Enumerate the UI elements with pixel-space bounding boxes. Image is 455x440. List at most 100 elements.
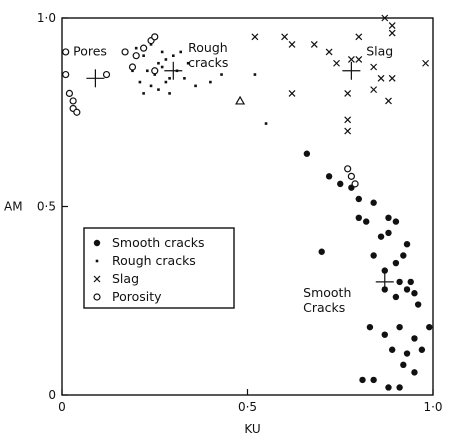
smooth-cracks-point	[363, 218, 370, 225]
marker-shape	[351, 180, 359, 188]
marker-shape	[73, 108, 81, 116]
slag-point	[347, 56, 355, 63]
marker-shape	[385, 384, 392, 391]
legend-label: Slag	[112, 271, 139, 286]
marker-shape	[333, 59, 340, 67]
x-axis-label: KU	[244, 422, 260, 436]
marker-shape	[303, 150, 311, 157]
marker-shape	[355, 33, 363, 41]
marker-shape	[381, 14, 389, 22]
marker-shape	[377, 74, 385, 82]
marker-shape	[411, 290, 418, 297]
marker-shape	[396, 278, 403, 286]
smooth-cracks-point	[388, 346, 396, 353]
marker-shape	[93, 293, 101, 301]
marker-shape	[388, 22, 396, 29]
marker-shape	[388, 346, 396, 353]
marker-shape	[69, 97, 77, 105]
marker-shape	[388, 29, 396, 37]
smooth-cracks-point	[381, 267, 388, 274]
centroid-cross	[86, 69, 105, 88]
porosity-point	[132, 52, 140, 60]
slag-point	[385, 97, 392, 105]
marker-shape	[355, 56, 363, 63]
porosity-point	[102, 70, 111, 79]
rough-cracks-point	[179, 50, 183, 54]
smooth-cracks-point	[396, 278, 403, 286]
smooth-cracks-point	[396, 323, 403, 331]
marker-shape	[403, 350, 411, 357]
cluster-annotation: Rough	[188, 40, 228, 55]
rough-cracks-point	[164, 58, 168, 61]
marker-shape	[251, 33, 259, 41]
rough-cracks-point	[160, 65, 164, 69]
smooth-cracks-point	[426, 323, 433, 331]
rough-cracks-point	[172, 54, 175, 57]
marker-shape	[194, 84, 197, 88]
smooth-cracks-point	[325, 173, 333, 180]
smooth-cracks-point	[407, 278, 414, 286]
smooth-cracks-point	[355, 214, 362, 222]
marker-shape	[131, 69, 134, 73]
rough-cracks-point	[134, 46, 138, 50]
smooth-cracks-point	[370, 252, 377, 259]
rough-cracks-point	[209, 80, 212, 84]
marker-shape	[377, 233, 385, 240]
slag-point	[288, 89, 296, 97]
x-tick-label: 0·5	[238, 400, 257, 414]
marker-shape	[403, 286, 411, 293]
smooth-cracks-point	[385, 214, 392, 222]
porosity-point	[151, 33, 159, 41]
slag-point	[377, 74, 385, 82]
marker-shape	[396, 384, 403, 391]
marker-shape	[157, 61, 160, 65]
smooth-cracks-point	[366, 323, 374, 331]
marker-shape	[93, 275, 101, 283]
legend-box	[83, 227, 235, 309]
marker-shape	[209, 80, 212, 84]
marker-shape	[411, 369, 418, 376]
marker-shape	[164, 80, 168, 84]
centroid-cross	[342, 61, 361, 80]
smooth-cracks-point	[392, 293, 400, 301]
rough-cracks-point	[131, 69, 134, 73]
smooth-cracks-point	[403, 241, 411, 248]
marker-shape	[325, 48, 333, 56]
legend-label: Smooth cracks	[112, 235, 205, 250]
legend-marker	[93, 239, 101, 247]
smooth-cracks-point	[411, 369, 418, 376]
smooth-cracks-point	[396, 384, 403, 391]
marker-shape	[95, 259, 99, 263]
marker-shape	[151, 33, 159, 41]
porosity-point	[347, 172, 355, 180]
marker-shape	[359, 376, 366, 384]
slag-point	[355, 33, 363, 41]
marker-shape	[347, 172, 355, 180]
rough-cracks-point	[183, 77, 186, 80]
marker-shape	[318, 248, 325, 255]
y-tick-label: 0	[48, 388, 56, 402]
marker-shape	[407, 278, 414, 286]
marker-shape	[422, 59, 430, 67]
slag-point	[381, 14, 389, 22]
marker-shape	[363, 218, 370, 225]
marker-shape	[157, 88, 160, 91]
porosity-point	[65, 89, 74, 98]
slag-point	[333, 59, 340, 67]
smooth-cracks-point	[414, 301, 422, 308]
porosity-point	[128, 63, 137, 71]
cluster-annotation: Smooth	[303, 285, 351, 300]
marker-shape	[62, 70, 70, 79]
marker-shape	[344, 165, 352, 173]
smooth-cracks-point	[337, 180, 344, 188]
marker-shape	[160, 50, 164, 54]
marker-shape	[381, 267, 388, 274]
marker-shape	[151, 67, 159, 75]
marker-shape	[385, 229, 392, 237]
marker-shape	[253, 73, 257, 76]
marker-shape	[168, 77, 171, 80]
rough-cracks-point	[149, 84, 153, 88]
porosity-point	[69, 97, 77, 105]
smooth-cracks-point	[385, 229, 392, 237]
